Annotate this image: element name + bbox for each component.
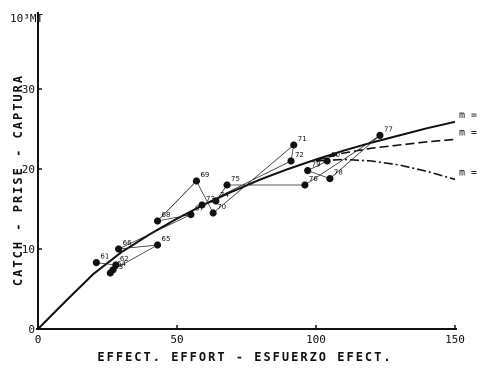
point-year-label: 77	[384, 125, 393, 133]
x-axis-title: EFFECT. EFFORT - ESFUERZO EFECT.	[97, 350, 392, 364]
x-tick-label: 100	[306, 333, 326, 346]
axes	[36, 12, 457, 330]
x-tick-label: 150	[445, 333, 465, 346]
y-tick-label: 20	[22, 163, 35, 176]
y-unit-label: 10³MT	[10, 12, 43, 25]
data-points	[92, 131, 384, 277]
data-point	[153, 241, 162, 249]
point-year-label: 69	[200, 171, 209, 179]
data-point	[92, 259, 100, 267]
y-tick-label: 30	[22, 83, 35, 96]
point-year-label: 73	[206, 195, 215, 203]
y-axis-title: CATCH - PRISE - CAPTURA	[11, 74, 25, 286]
point-year-label: 78	[334, 169, 343, 177]
data-point	[223, 181, 231, 189]
data-point	[209, 209, 217, 217]
point-year-label: 76	[309, 175, 318, 183]
data-point	[109, 266, 117, 274]
data-point	[326, 175, 334, 183]
point-year-label: 74	[220, 191, 229, 199]
data-point	[323, 157, 331, 165]
point-year-label: 80	[331, 151, 340, 159]
x-tick-label: 50	[170, 333, 183, 346]
point-year-label: 62	[120, 255, 129, 263]
data-point	[198, 201, 206, 209]
data-point	[304, 167, 312, 175]
curve-label: m = 2	[459, 167, 480, 178]
data-point	[153, 217, 162, 225]
data-point	[115, 245, 123, 253]
point-year-label: 75	[231, 175, 240, 183]
point-year-label: 79	[312, 161, 321, 169]
point-year-label: 65	[162, 235, 171, 243]
data-point	[192, 177, 201, 185]
y-tick-label: 10	[22, 243, 35, 256]
curve-label: m = 1	[459, 127, 480, 138]
point-year-label: 68	[162, 211, 171, 219]
point-year-label: 64	[117, 260, 126, 268]
data-point	[287, 157, 295, 165]
point-year-label: 61	[100, 253, 109, 261]
model-curves	[37, 120, 456, 330]
point-year-label: 72	[295, 151, 304, 159]
year-sequence-line	[96, 135, 381, 274]
point-year-label: 70	[217, 203, 226, 211]
data-point	[212, 197, 220, 205]
point-year-label: 63	[114, 263, 123, 271]
point-year-label: 67	[195, 205, 204, 213]
curve-m=1	[315, 138, 456, 161]
curve-labels: m = 0 m = 1 m = 2	[459, 110, 480, 179]
sequence-lines	[96, 135, 381, 274]
data-point	[301, 181, 309, 189]
x-tick-label: 0	[35, 333, 42, 346]
point-year-label: 71	[298, 135, 307, 143]
data-point	[187, 211, 195, 219]
curve-m=0	[37, 120, 456, 330]
curve-m=2	[315, 158, 456, 181]
y-tick-label: 0	[28, 323, 35, 336]
data-point	[376, 131, 384, 139]
point-year-label: 66	[123, 239, 132, 247]
ticks: 0 50 100 150 0 10 20 30	[22, 83, 465, 346]
data-point	[290, 141, 298, 149]
curve-label: m = 0	[459, 110, 480, 121]
